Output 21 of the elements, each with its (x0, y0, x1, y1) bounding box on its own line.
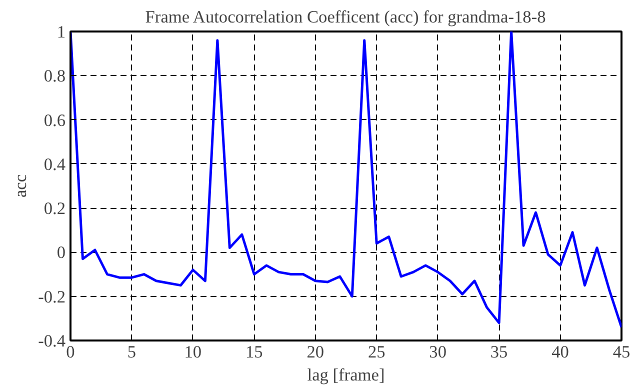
x-axis-title: lag [frame] (307, 366, 385, 384)
y-axis-title: acc (11, 174, 30, 198)
y-tick-label: 0.4 (44, 154, 66, 174)
x-tick-label: 35 (490, 342, 508, 362)
x-tick-label: 25 (368, 342, 386, 362)
chart-title: Frame Autocorrelation Coefficent (acc) for grandma-18-8 (145, 8, 546, 26)
x-tick-label: 5 (127, 342, 136, 362)
y-tick-label: 1 (56, 22, 66, 42)
y-tick-label: 0 (56, 243, 66, 262)
x-tick-label: 45 (612, 342, 630, 362)
line-series (70, 32, 622, 329)
y-tick-label: 0.8 (44, 66, 66, 86)
y-tick-label: -0.4 (38, 332, 66, 350)
x-tick-label: 40 (552, 342, 569, 362)
x-tick-label: 30 (429, 342, 446, 362)
y-tick-label: -0.2 (38, 287, 66, 306)
y-tick-label: 0.2 (44, 199, 66, 218)
y-tick-label: 0.6 (44, 110, 66, 130)
x-tick-label: 15 (246, 342, 263, 362)
x-tick-label: 10 (184, 342, 202, 362)
x-tick-label: 20 (306, 342, 324, 362)
